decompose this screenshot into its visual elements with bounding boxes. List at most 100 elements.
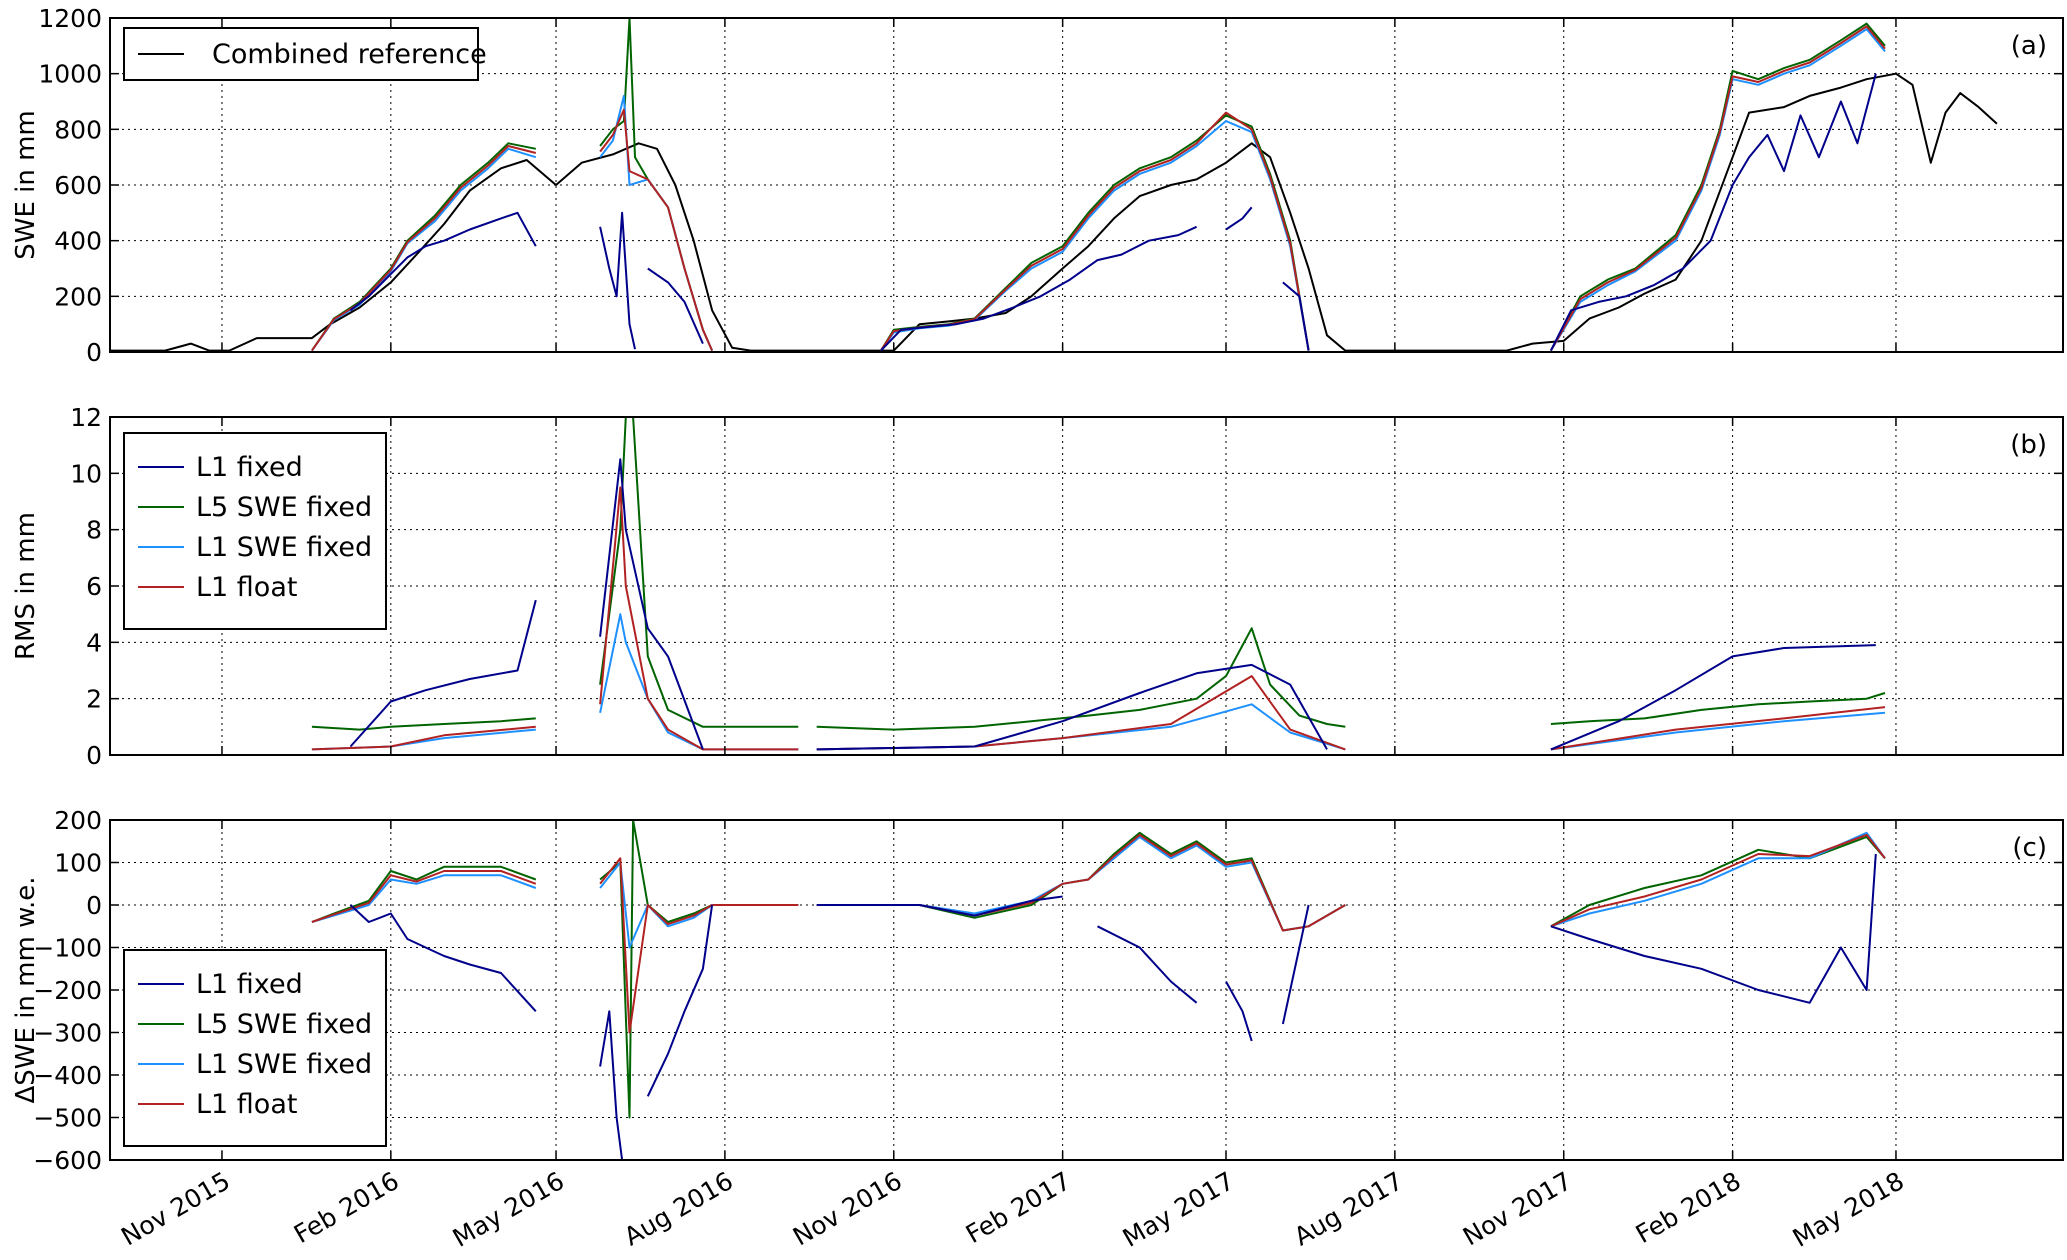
series-l1-fixed-segment [646, 904, 714, 1097]
y-tick-label: 0 [86, 338, 102, 367]
x-tick-label: Nov 2017 [1458, 1166, 1577, 1251]
y-tick-label: −400 [33, 1061, 102, 1090]
panel-label: (c) [2012, 833, 2047, 863]
y-axis-label: ΔSWE in mm w.e. [11, 877, 41, 1104]
series-l1-swe-fixed-segment [311, 874, 537, 923]
series-l1-fixed-segment [880, 225, 1198, 352]
series-l5-swe-fixed-segment [599, 820, 799, 1119]
series-l5-swe-fixed-segment [599, 18, 714, 352]
series-l1-float-segment [311, 725, 536, 751]
y-tick-label: −300 [33, 1019, 102, 1048]
series-l1-swe-fixed-segment [1550, 831, 1886, 928]
panel-b: 0 2 4 6 8 10 12 RMS in mm (b) L1 fixed L5 SWE fixe… [11, 403, 2064, 770]
panel-a: 0 200 400 600 800 1000 1200 SWE in mm (a) Combine… [11, 4, 2064, 367]
y-tick-label: 800 [54, 115, 102, 144]
series-l1-float-segment [599, 108, 714, 352]
series-l1-fixed-segment [1225, 981, 1253, 1042]
series-l5-swe-fixed-segment [599, 417, 799, 728]
series-l1-float-segment [1550, 833, 1886, 928]
x-tick-label: May 2017 [1118, 1166, 1239, 1253]
series-l1-float-segment [599, 486, 799, 751]
legend-label-l1-swe-fixed: L1 SWE fixed [196, 532, 372, 563]
series-l1-fixed-segment [1550, 853, 1877, 1004]
series-combined-reference-segment [110, 72, 1998, 352]
series-l1-swe-fixed-segment [880, 120, 1310, 352]
series-group [311, 820, 1886, 1160]
x-axis: Nov 2015 Feb 2016 May 2016 Aug 2016 Nov 2016… [116, 1166, 1909, 1253]
legend: Combined reference [123, 27, 487, 81]
legend-label-l5-swe-fixed: L5 SWE fixed [196, 1009, 372, 1040]
series-l1-fixed-segment [349, 211, 537, 312]
series-l5-swe-fixed-segment [1550, 692, 1886, 725]
y-tick-label: 12 [70, 403, 102, 432]
legend-box [123, 432, 387, 630]
series-l1-fixed-segment [816, 663, 1328, 751]
x-tick-label: Aug 2016 [619, 1166, 738, 1251]
legend-label-l1-float: L1 float [196, 1089, 297, 1120]
y-axis-label: RMS in mm [11, 512, 41, 660]
y-tick-label: 400 [54, 227, 102, 256]
series-l1-float-segment [816, 675, 1346, 751]
legend-label-combined-reference: Combined reference [212, 39, 487, 70]
series-l5-swe-fixed-segment [816, 627, 1346, 731]
y-tick-label: 4 [86, 628, 102, 657]
series-l1-fixed-segment [1097, 925, 1198, 1004]
series-l1-float-segment [816, 833, 1346, 932]
series-l1-fixed-segment [599, 458, 704, 750]
y-tick-label: 8 [86, 516, 102, 545]
legend: L1 fixed L5 SWE fixed L1 SWE fixed L1 float [123, 949, 387, 1147]
legend: L1 fixed L5 SWE fixed L1 SWE fixed L1 float [123, 432, 387, 630]
series-l1-fixed-segment [599, 211, 636, 350]
series-l1-float-segment [1550, 706, 1886, 751]
axes-frame [109, 819, 2064, 1161]
y-tick-label: −100 [33, 934, 102, 963]
y-tick-label: 0 [86, 891, 102, 920]
series-l1-fixed-segment [349, 904, 537, 1012]
legend-label-l1-fixed: L1 fixed [196, 452, 303, 483]
y-tick-label: 600 [54, 171, 102, 200]
y-tick-label: −600 [33, 1146, 102, 1175]
x-tick-label: May 2018 [1788, 1166, 1909, 1253]
series-l1-swe-fixed-segment [816, 703, 1346, 751]
y-tick-label: −200 [33, 976, 102, 1005]
series-l1-float-segment [599, 857, 799, 1034]
series-l1-fixed-segment [1281, 904, 1310, 1025]
y-tick-label: 1200 [38, 4, 102, 33]
series-l1-swe-fixed-segment [311, 147, 537, 352]
series-l1-float-segment [311, 145, 537, 352]
series-group [311, 417, 1886, 751]
legend-label-l5-swe-fixed: L5 SWE fixed [196, 492, 372, 523]
series-l5-swe-fixed-segment [311, 865, 537, 923]
y-tick-label: −500 [33, 1104, 102, 1133]
series-l5-swe-fixed-segment [311, 717, 536, 731]
series-l1-fixed-segment [1550, 644, 1876, 751]
series-l1-fixed-segment [647, 267, 704, 345]
series-l5-swe-fixed-segment [1550, 836, 1886, 928]
legend-box [123, 949, 387, 1147]
x-tick-label: Nov 2016 [788, 1166, 907, 1251]
x-tick-label: Nov 2015 [116, 1166, 235, 1251]
series-l1-swe-fixed-segment [1550, 711, 1886, 751]
y-tick-label: 100 [54, 849, 102, 878]
x-tick-label: Feb 2018 [1631, 1166, 1746, 1249]
series-l1-float-segment [1550, 25, 1886, 352]
legend-label-l1-float: L1 float [196, 572, 297, 603]
legend-label-l1-fixed: L1 fixed [196, 969, 303, 1000]
y-axis-label: SWE in mm [11, 110, 41, 260]
panel-label: (a) [2011, 31, 2047, 61]
y-tick-label: 10 [70, 459, 102, 488]
x-tick-label: Feb 2017 [961, 1166, 1076, 1249]
series-l1-swe-fixed-segment [599, 613, 799, 751]
series-l1-fixed-segment [349, 599, 537, 748]
series-l1-fixed-segment [1282, 281, 1310, 351]
x-tick-label: May 2016 [448, 1166, 569, 1253]
series-l1-swe-fixed-segment [599, 94, 714, 352]
panel-c: −600 −500 −400 −300 −200 −100 0 100 200 ΔSWE in m… [11, 806, 2064, 1175]
x-tick-label: Feb 2016 [289, 1166, 404, 1249]
x-tick-label: Aug 2017 [1289, 1166, 1408, 1251]
series-group [110, 18, 1998, 352]
panel-label: (b) [2010, 430, 2047, 460]
y-tick-label: 200 [54, 282, 102, 311]
y-tick-label: 6 [86, 572, 102, 601]
